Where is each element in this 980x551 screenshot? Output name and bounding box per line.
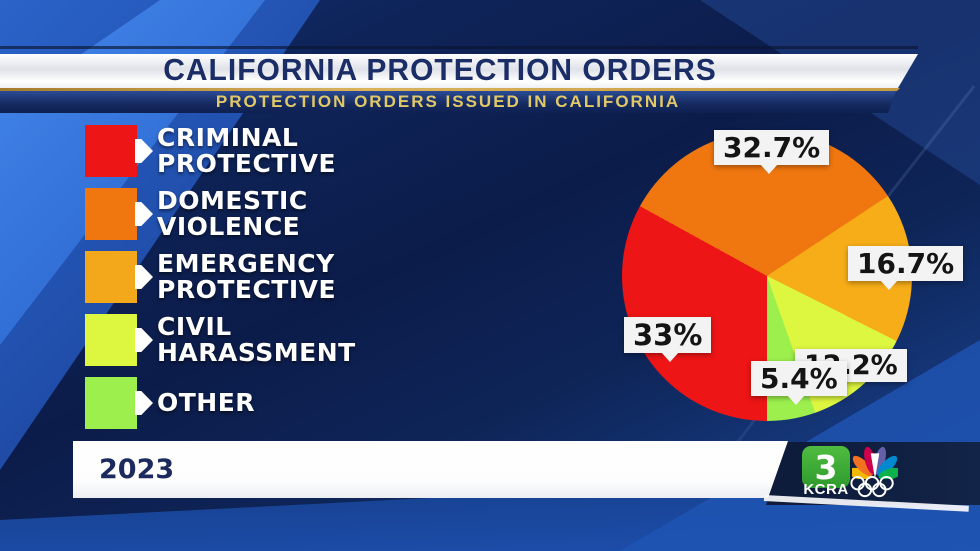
legend-item-domestic-violence: DOMESTIC VIOLENCE (85, 188, 308, 240)
legend-label-line: VIOLENCE (157, 212, 301, 241)
legend-swatch (85, 251, 153, 303)
pie-label-other: 5.4% (751, 361, 847, 405)
legend-label-line: PROTECTIVE (157, 149, 337, 178)
arrow-right-icon (135, 391, 153, 415)
legend-item-civil-harassment: CIVIL HARASSMENT (85, 314, 356, 366)
legend-swatch (85, 314, 153, 366)
arrow-right-icon (135, 202, 153, 226)
subtitle-bar: PROTECTION ORDERS ISSUED IN CALIFORNIA (0, 91, 896, 113)
legend-label-line: CIVIL (157, 312, 232, 341)
banner-top-rule (0, 46, 918, 49)
pie-label-criminal-protective: 33% (624, 317, 712, 362)
nbc-peacock-icon (852, 446, 898, 479)
legend-label-line: CRIMINAL (157, 123, 299, 152)
legend-label-line: PROTECTIVE (157, 275, 337, 304)
arrow-right-icon (135, 328, 153, 352)
legend-label-line: OTHER (157, 388, 256, 417)
channel-number: 3 (814, 447, 838, 487)
station-name: KCRA (803, 481, 849, 498)
olympic-rings-icon (850, 475, 894, 498)
legend-label-line: EMERGENCY (157, 249, 335, 278)
legend-swatch (85, 188, 153, 240)
legend-item-criminal-protective: CRIMINAL PROTECTIVE (85, 125, 336, 177)
legend-swatch (85, 377, 153, 429)
page-title: CALIFORNIA PROTECTION ORDERS (163, 53, 717, 88)
kcra3-logo: 3 (802, 446, 850, 488)
legend-item-other: OTHER (85, 377, 255, 429)
title-banner: CALIFORNIA PROTECTION ORDERS (0, 54, 918, 88)
year-bar: 2023 (73, 441, 788, 498)
pie-label-domestic-violence: 32.7% (714, 130, 830, 174)
pie-label-emergency-protective: 16.7% (848, 246, 964, 290)
legend-swatch (85, 125, 153, 177)
arrow-right-icon (135, 139, 153, 163)
legend-label-line: HARASSMENT (157, 338, 356, 367)
legend-item-emergency-protective: EMERGENCY PROTECTIVE (85, 251, 336, 303)
year-label: 2023 (99, 454, 175, 485)
page-subtitle: PROTECTION ORDERS ISSUED IN CALIFORNIA (215, 92, 681, 111)
legend-label-line: DOMESTIC (157, 186, 308, 215)
banner-gold-rule (0, 88, 900, 91)
arrow-right-icon (135, 265, 153, 289)
